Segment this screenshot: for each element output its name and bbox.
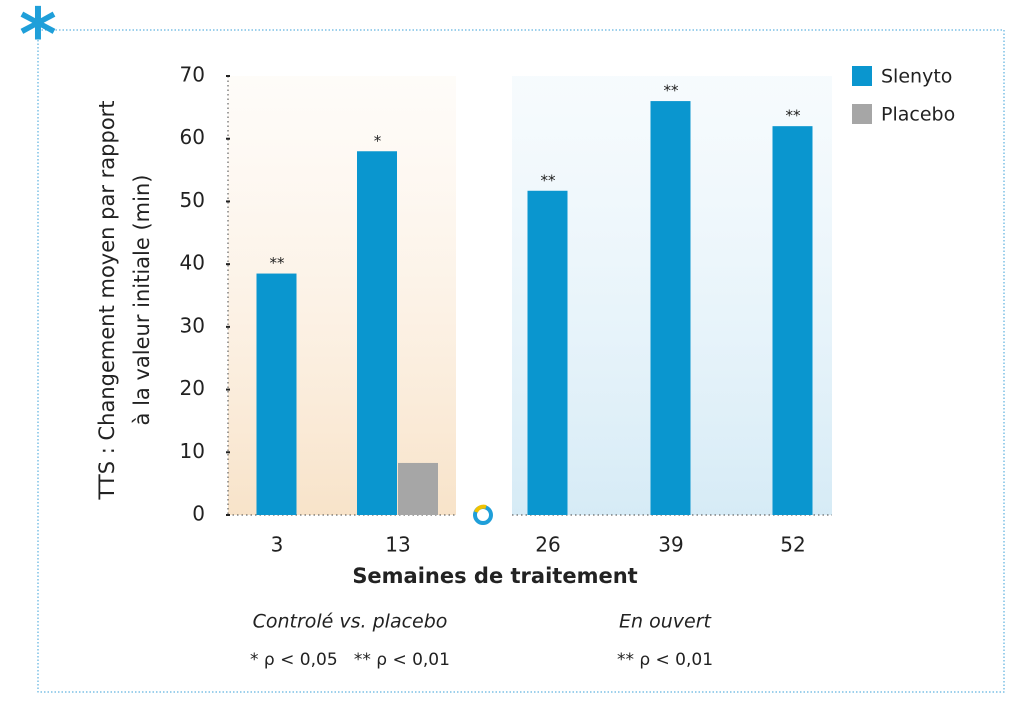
legend-swatch xyxy=(852,104,872,124)
y-tick-label: 60 xyxy=(180,125,205,149)
x-tick-label: 13 xyxy=(385,533,410,557)
footnote-title: Controlé vs. placebo xyxy=(253,611,448,633)
bar xyxy=(256,273,297,515)
bar xyxy=(650,101,691,515)
footnote-text: * ρ < 0,05 ** ρ < 0,01 xyxy=(250,650,450,670)
footnote-title: En ouvert xyxy=(619,611,712,633)
y-tick-label: 40 xyxy=(180,251,205,275)
bar xyxy=(772,126,813,516)
legend-swatch xyxy=(852,66,872,86)
frame xyxy=(37,29,1005,693)
significance-label: ** xyxy=(786,107,802,125)
y-tick-label: 20 xyxy=(180,376,205,400)
x-tick-label: 3 xyxy=(271,533,284,557)
axis-break xyxy=(474,504,487,513)
significance-label: ** xyxy=(664,82,680,100)
legend-label: Slenyto xyxy=(881,66,952,88)
significance-label: ** xyxy=(541,171,557,189)
significance-label: * xyxy=(374,132,382,150)
bar xyxy=(398,462,438,515)
legend-label: Placebo xyxy=(881,104,955,126)
y-axis-label: à la valeur initiale (min) xyxy=(130,175,154,426)
y-tick-label: 30 xyxy=(180,313,205,337)
x-tick-label: 52 xyxy=(780,533,805,557)
y-axis-label: TTS : Changement moyen par rapport xyxy=(95,100,119,500)
y-tick-label: 50 xyxy=(180,188,205,212)
x-tick-label: 39 xyxy=(658,533,683,557)
y-tick-label: 0 xyxy=(192,502,205,526)
y-tick-label: 70 xyxy=(180,63,205,87)
bar xyxy=(357,151,397,515)
significance-label: ** xyxy=(270,254,286,272)
footnote-text: ** ρ < 0,01 xyxy=(617,650,713,670)
y-tick-label: 10 xyxy=(180,439,205,463)
x-tick-label: 26 xyxy=(535,533,560,557)
asterisk-icon: * xyxy=(19,0,57,77)
bar xyxy=(527,190,568,515)
x-axis-label: Semaines de traitement xyxy=(352,564,637,588)
